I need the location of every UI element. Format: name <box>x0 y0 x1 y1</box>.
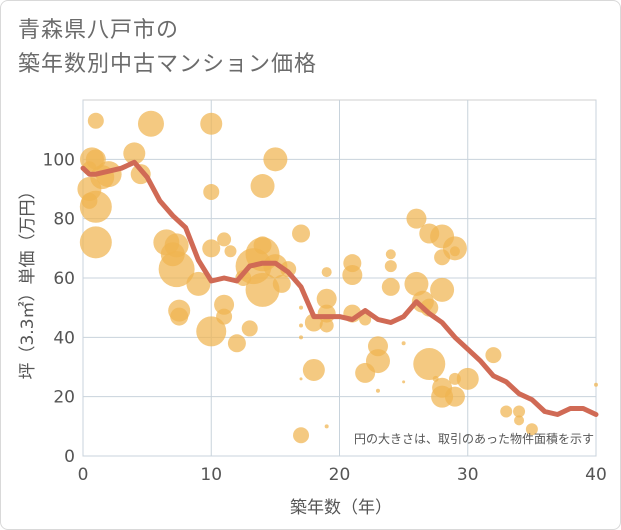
bubble <box>79 190 112 223</box>
grid <box>82 99 597 457</box>
bubble <box>299 323 304 328</box>
bubble <box>342 265 363 286</box>
bubble <box>158 251 195 288</box>
bubble <box>79 226 112 259</box>
bubble <box>250 174 275 199</box>
x-tick-label: 30 <box>457 465 479 485</box>
bubble <box>263 147 288 172</box>
bubble <box>513 405 526 418</box>
x-tick-label: 10 <box>200 465 222 485</box>
bubble <box>449 246 460 257</box>
bubble <box>216 308 233 325</box>
bubble <box>319 318 334 333</box>
bubble <box>202 239 221 258</box>
bubble <box>525 423 538 436</box>
x-tick-label: 40 <box>585 465 607 485</box>
bubble <box>404 271 429 296</box>
title-line-1: 青森県八戸市の <box>18 18 180 43</box>
x-tick-label: 0 <box>78 465 89 485</box>
bubble <box>299 305 304 310</box>
bubble <box>186 271 211 296</box>
title-line-2: 築年数別中古マンション価格 <box>18 52 318 77</box>
bubble <box>430 277 455 302</box>
chart-title: 青森県八戸市の 築年数別中古マンション価格 <box>18 14 317 82</box>
bubble <box>200 112 223 135</box>
bubble <box>196 316 227 347</box>
bubble <box>402 380 406 384</box>
y-tick-label: 40 <box>53 328 75 348</box>
bubble <box>316 288 337 309</box>
bubble <box>299 377 303 381</box>
bubble <box>485 347 502 364</box>
bubble <box>456 367 479 390</box>
y-tick-label: 0 <box>64 447 75 467</box>
y-tick-label: 80 <box>53 210 75 230</box>
bubble <box>299 335 304 340</box>
bubble <box>203 183 220 200</box>
x-axis-label: 築年数（年） <box>290 498 392 518</box>
y-axis-label: 坪（3.3㎡）単価（万円） <box>18 182 38 379</box>
bubble <box>164 233 189 258</box>
bubble <box>292 224 311 243</box>
bubble <box>444 386 465 407</box>
bubble <box>224 245 237 258</box>
bubble <box>241 320 258 337</box>
bubble <box>359 313 372 326</box>
bubble <box>381 277 400 296</box>
bubble <box>375 388 380 393</box>
bubble <box>324 424 329 429</box>
bubble <box>365 349 390 374</box>
bubble <box>87 112 104 129</box>
trend-line <box>80 159 599 417</box>
bubble <box>514 415 525 426</box>
bubble <box>385 249 396 260</box>
bubble <box>214 294 235 315</box>
tick-labels: 0 20 40 60 80 100 0 10 20 30 40 <box>43 150 607 485</box>
y-tick-label: 100 <box>43 150 75 170</box>
bubble <box>137 110 164 137</box>
bubble <box>321 267 332 278</box>
bubble <box>272 274 291 293</box>
bubble <box>293 427 310 444</box>
y-tick-label: 60 <box>53 269 75 289</box>
bubble <box>500 405 513 418</box>
bubble <box>401 341 406 346</box>
bubble <box>123 142 146 165</box>
y-tick-label: 20 <box>53 388 75 408</box>
bubble <box>302 358 325 381</box>
bubble <box>594 382 598 387</box>
size-note: 円の大きさは、取引のあった物件面積を示す <box>354 431 594 446</box>
bubble <box>413 348 446 381</box>
bubble <box>384 260 397 273</box>
bubble <box>217 232 232 247</box>
bubble <box>227 334 246 353</box>
bubble <box>406 208 427 229</box>
bubble <box>245 272 280 307</box>
x-tick-label: 20 <box>329 465 351 485</box>
bubble <box>170 307 189 326</box>
